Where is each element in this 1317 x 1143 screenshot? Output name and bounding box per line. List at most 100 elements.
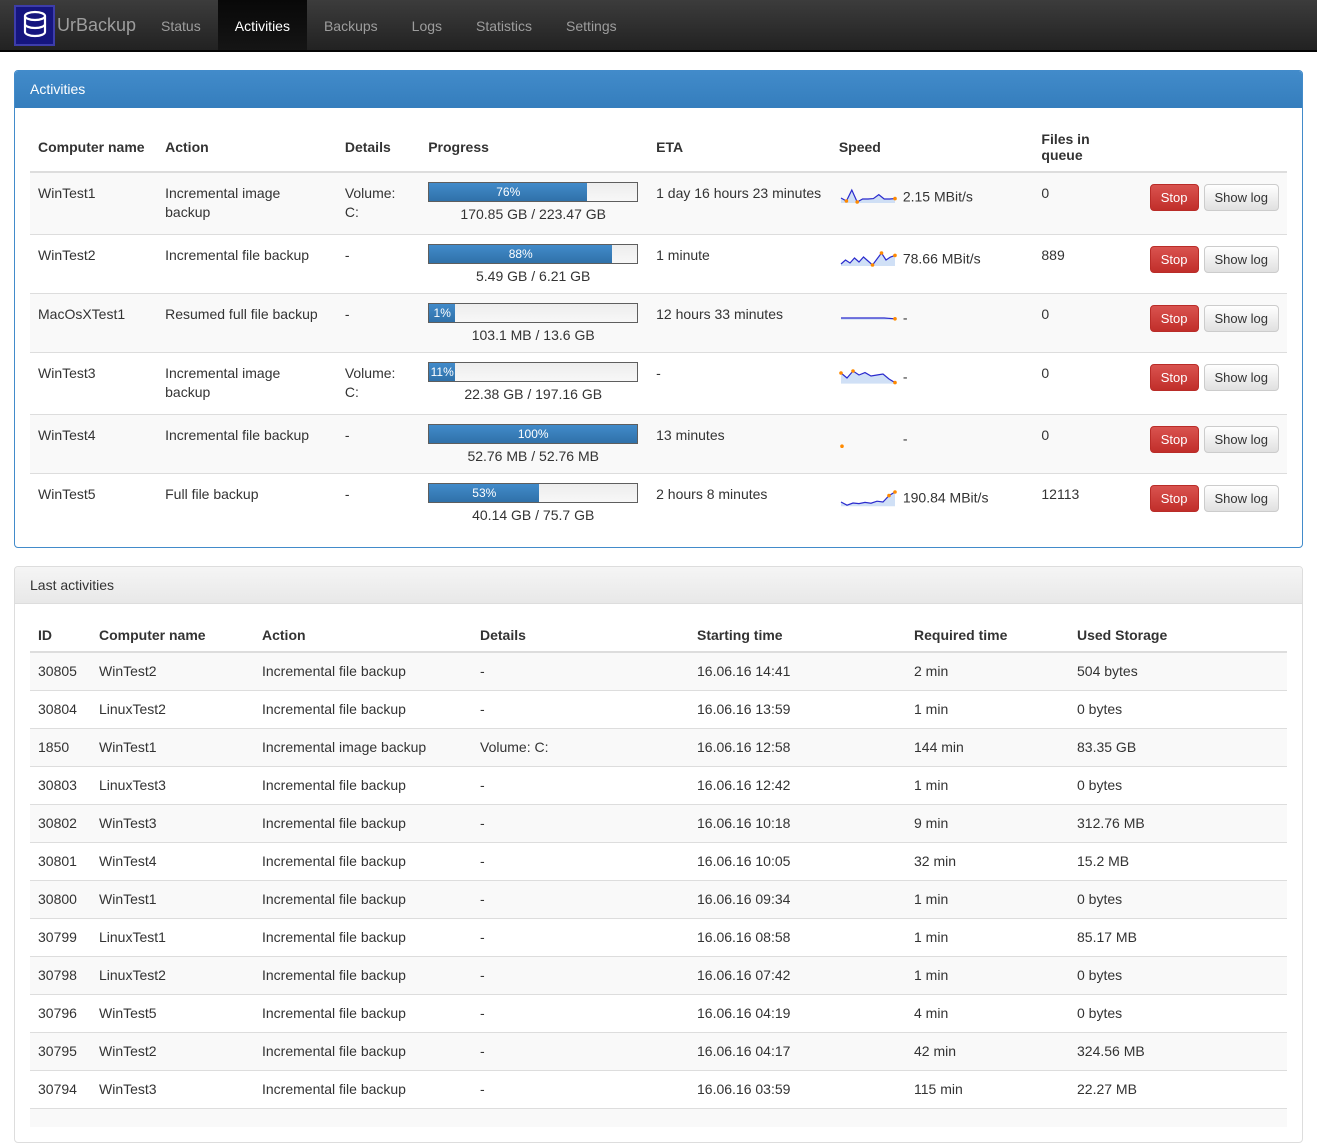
nav-item-settings[interactable]: Settings xyxy=(566,18,617,34)
stop-button[interactable]: Stop xyxy=(1149,426,1199,453)
progress-bar: 53% xyxy=(428,483,639,503)
stop-button[interactable]: Stop xyxy=(1149,485,1199,512)
progress-cell: 53% 40.14 GB / 75.7 GB xyxy=(420,473,649,532)
speed-cell: 78.66 MBit/s xyxy=(830,234,1034,294)
action-cell: Incremental file backup xyxy=(254,1032,472,1071)
progress-cell: 76% 170.85 GB / 223.47 GB xyxy=(420,171,649,235)
stop-button[interactable]: Stop xyxy=(1149,184,1199,211)
last-activity-row: 30800 WinTest1 Incremental file backup -… xyxy=(30,880,1287,919)
activity-row: WinTest4 Incremental file backup - 100% … xyxy=(30,414,1287,474)
starting-time-cell: 16.06.16 10:05 xyxy=(689,842,906,881)
action-cell: Incremental file backup xyxy=(254,880,472,919)
show-log-button[interactable]: Show log xyxy=(1203,305,1279,332)
nav-item-status[interactable]: Status xyxy=(161,18,201,34)
last-activity-row xyxy=(30,1108,1287,1127)
stop-button[interactable]: Stop xyxy=(1149,364,1199,391)
urbackup-logo-icon xyxy=(14,4,55,46)
id-cell: 30798 xyxy=(30,956,91,995)
speed-value: 2.15 MBit/s xyxy=(902,188,973,205)
activity-row: MacOsXTest1 Resumed full file backup - 1… xyxy=(30,293,1287,353)
computer-name-cell: WinTest3 xyxy=(91,1070,254,1109)
nav-item-backups[interactable]: Backups xyxy=(323,18,378,34)
eta-cell: 2 hours 8 minutes xyxy=(648,473,831,532)
activity-row: WinTest2 Incremental file backup - 88% 5… xyxy=(30,234,1287,294)
stop-button[interactable]: Stop xyxy=(1149,305,1199,332)
show-log-button[interactable]: Show log xyxy=(1203,426,1279,453)
brand-link[interactable]: UrBackup xyxy=(0,0,136,50)
computer-name-cell: WinTest5 xyxy=(91,994,254,1033)
required-time-cell: 1 min xyxy=(906,766,1069,805)
speed-sparkline-chart xyxy=(839,305,897,331)
column-header: ID xyxy=(30,619,91,653)
speed-value: - xyxy=(902,368,908,385)
progress-bar: 100% xyxy=(428,424,639,444)
nav-item-statistics[interactable]: Statistics xyxy=(476,18,533,34)
id-cell: 30800 xyxy=(30,880,91,919)
action-cell: Incremental file backup xyxy=(254,804,472,843)
column-header: Progress xyxy=(420,123,649,173)
required-time-cell: 4 min xyxy=(906,994,1069,1033)
required-time-cell: 9 min xyxy=(906,804,1069,843)
action-cell: Incremental image backup xyxy=(157,171,337,235)
required-time-cell: 1 min xyxy=(906,918,1069,957)
actions-cell: Stop Show log xyxy=(1136,473,1287,532)
required-time-cell: 144 min xyxy=(906,728,1069,767)
details-cell: - xyxy=(336,234,421,294)
last-activities-table: ID Computer name Action Details Starting tim… xyxy=(30,619,1287,1127)
stop-button[interactable]: Stop xyxy=(1149,246,1199,273)
activities-panel-heading: Activities xyxy=(15,71,1302,108)
progress-size-label: 170.85 GB / 223.47 GB xyxy=(460,206,606,222)
progress-bar-fill: 76% xyxy=(429,183,588,201)
speed-sparkline-chart xyxy=(839,364,897,390)
id-cell: 30803 xyxy=(30,766,91,805)
computer-name-cell: WinTest2 xyxy=(91,1032,254,1071)
files-in-queue-cell: 0 xyxy=(1033,352,1137,415)
eta-cell: 12 hours 33 minutes xyxy=(648,293,831,353)
show-log-button[interactable]: Show log xyxy=(1203,246,1279,273)
show-log-button[interactable]: Show log xyxy=(1203,184,1279,211)
id-cell xyxy=(30,1108,91,1127)
speed-cell: 2.15 MBit/s xyxy=(830,171,1034,235)
last-activities-panel: Last activities ID Computer name Action Det… xyxy=(14,566,1303,1143)
id-cell: 30801 xyxy=(30,842,91,881)
details-cell: - xyxy=(472,918,689,957)
files-in-queue-cell: 0 xyxy=(1033,171,1137,235)
action-cell: Incremental file backup xyxy=(157,234,337,294)
required-time-cell: 1 min xyxy=(906,956,1069,995)
nav-item-activities[interactable]: Activities xyxy=(217,0,307,50)
speed-cell: - xyxy=(830,352,1034,415)
last-activities-panel-heading: Last activities xyxy=(15,567,1302,604)
computer-name-cell: MacOsXTest1 xyxy=(30,293,158,353)
details-cell: - xyxy=(472,1032,689,1071)
column-header: Files in queue xyxy=(1033,123,1137,173)
progress-bar-fill: 88% xyxy=(429,245,613,263)
action-cell: Incremental image backup xyxy=(157,352,337,415)
progress-bar: 1% xyxy=(428,303,639,323)
starting-time-cell xyxy=(689,1108,906,1127)
nav-item-logs[interactable]: Logs xyxy=(411,18,443,34)
details-cell: - xyxy=(472,956,689,995)
progress-bar-fill: 100% xyxy=(429,425,638,443)
action-cell: Incremental file backup xyxy=(254,918,472,957)
computer-name-cell: LinuxTest1 xyxy=(91,918,254,957)
computer-name-cell: WinTest2 xyxy=(91,651,254,691)
activities-table-header: Computer name Action Details Progress ETA Spe… xyxy=(30,123,1287,173)
used-storage-cell: 0 bytes xyxy=(1069,690,1287,729)
files-in-queue-cell: 0 xyxy=(1033,293,1137,353)
show-log-button[interactable]: Show log xyxy=(1203,364,1279,391)
details-cell: - xyxy=(472,766,689,805)
show-log-button[interactable]: Show log xyxy=(1203,485,1279,512)
speed-sparkline-chart xyxy=(839,184,897,210)
action-cell xyxy=(254,1108,472,1127)
computer-name-cell: LinuxTest2 xyxy=(91,956,254,995)
details-cell: - xyxy=(472,880,689,919)
brand-title: UrBackup xyxy=(57,14,137,35)
speed-cell: - xyxy=(830,293,1034,353)
used-storage-cell: 0 bytes xyxy=(1069,994,1287,1033)
used-storage-cell: 0 bytes xyxy=(1069,766,1287,805)
id-cell: 1850 xyxy=(30,728,91,767)
actions-cell: Stop Show log xyxy=(1136,234,1287,294)
speed-sparkline-chart xyxy=(839,426,897,452)
used-storage-cell: 22.27 MB xyxy=(1069,1070,1287,1109)
files-in-queue-cell: 0 xyxy=(1033,414,1137,474)
